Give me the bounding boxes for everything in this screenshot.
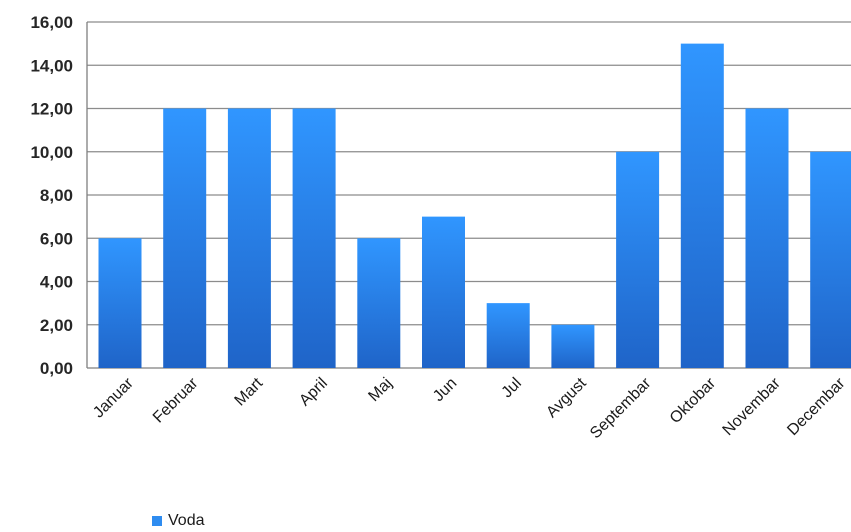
- bar-decembar: [810, 151, 851, 368]
- bar-jul: [486, 303, 530, 368]
- bar-februar: [163, 108, 207, 368]
- bar-chart-svg: 0,00 2,00 4,00 6,00 8,00 10,00 12,00 14,00 16,00…: [30, 13, 851, 442]
- y-tick-label: 4,00: [40, 273, 73, 292]
- y-tick-label: 12,00: [30, 100, 73, 119]
- x-tick-label: Avgust: [543, 374, 590, 421]
- bar-avgust: [551, 324, 595, 368]
- x-tick-label: Mart: [232, 374, 267, 409]
- x-tick-label: Jul: [499, 375, 525, 401]
- y-tick-label: 2,00: [40, 316, 73, 335]
- y-tick-label: 14,00: [30, 56, 73, 75]
- bar-oktobar: [680, 43, 724, 368]
- y-tick-label: 8,00: [40, 186, 73, 205]
- x-tick-label: Novembar: [720, 374, 785, 439]
- y-tick-label: 10,00: [30, 143, 73, 162]
- x-axis-labels: Januar Februar Mart April Maj Jun Jul AvgustSep…: [90, 374, 849, 442]
- bar-novembar: [745, 108, 789, 368]
- x-tick-label: Januar: [90, 374, 137, 421]
- bar-januar: [98, 238, 142, 368]
- x-tick-label: Februar: [150, 374, 202, 426]
- x-tick-label: Septembar: [587, 374, 655, 442]
- x-tick-label: Decembar: [784, 374, 849, 439]
- bar-jun: [422, 216, 465, 368]
- x-tick-label: Oktobar: [667, 374, 720, 427]
- x-tick-label: Maj: [365, 375, 395, 405]
- x-tick-label: April: [296, 375, 331, 410]
- y-tick-label: 6,00: [40, 229, 73, 248]
- y-axis-ticks: 0,00 2,00 4,00 6,00 8,00 10,00 12,00 14,00 16,00: [30, 13, 73, 378]
- bar-septembar: [616, 151, 660, 368]
- y-tick-label: 0,00: [40, 359, 73, 378]
- bar-april: [292, 108, 336, 368]
- y-tick-label: 16,00: [30, 13, 73, 32]
- legend-label-voda: Voda: [168, 512, 205, 529]
- legend: Voda: [152, 512, 204, 530]
- legend-swatch: [152, 516, 162, 526]
- bar-maj: [357, 238, 401, 368]
- bar-mart: [227, 108, 271, 368]
- bars: [98, 43, 851, 368]
- gridlines: [86, 21, 851, 369]
- x-tick-label: Jun: [430, 375, 460, 405]
